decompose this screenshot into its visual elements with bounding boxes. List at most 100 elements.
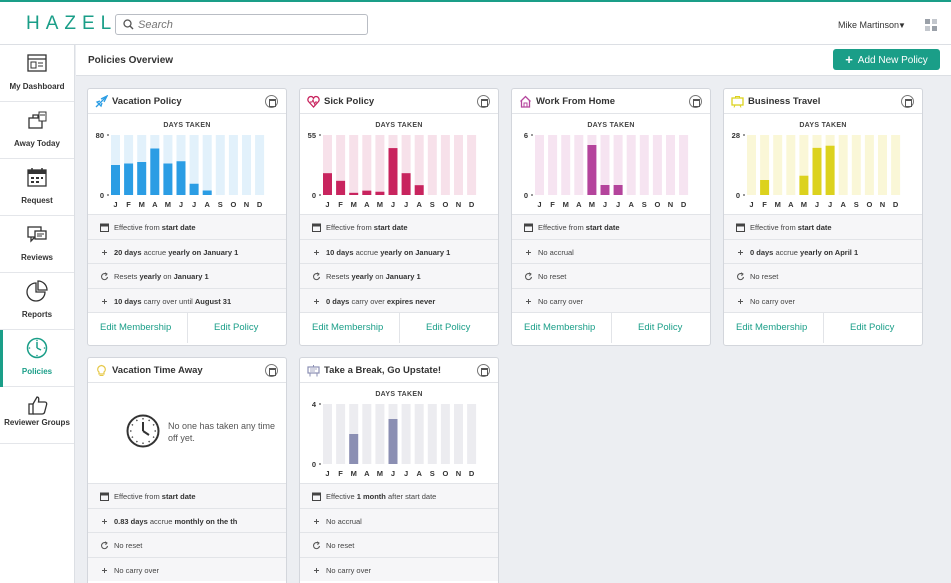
edit-policy-button[interactable]: Edit Policy: [638, 322, 683, 333]
policy-detail-text: 0 days accrue yearly on April 1: [750, 248, 858, 257]
sidebar-item-reviews[interactable]: Reviews: [0, 216, 74, 273]
policy-detail-text: No carry over: [326, 566, 371, 575]
house-icon: [520, 95, 531, 108]
policy-detail-row: 0 days accrue yearly on April 1: [724, 238, 922, 263]
bar-3[interactable]: [362, 190, 372, 195]
bar-background: [786, 135, 796, 195]
bar-2[interactable]: [137, 162, 147, 195]
policy-card-header: Vacation Time Away: [88, 358, 286, 383]
bar-background: [864, 135, 874, 195]
edit-membership-button[interactable]: Edit Membership: [736, 322, 808, 333]
detail-text: Effective from: [538, 223, 586, 232]
bar-1[interactable]: [760, 180, 770, 195]
bar-6[interactable]: [401, 173, 411, 195]
trash-icon[interactable]: [901, 95, 914, 108]
month-label: A: [364, 200, 370, 209]
month-label: J: [391, 469, 395, 478]
app-logo[interactable]: HAZEL: [26, 13, 118, 34]
edit-policy-button[interactable]: Edit Policy: [426, 322, 471, 333]
bar-6[interactable]: [825, 145, 835, 195]
bar-4[interactable]: [799, 175, 809, 195]
edit-policy-button[interactable]: Edit Policy: [850, 322, 895, 333]
month-label: J: [537, 200, 541, 209]
calendar-icon: [100, 492, 109, 501]
bar-background: [336, 135, 346, 195]
y-axis-max-label: 6: [524, 131, 528, 140]
bar-background: [851, 135, 861, 195]
add-new-policy-button[interactable]: + Add New Policy: [833, 49, 940, 70]
edit-membership-button[interactable]: Edit Membership: [524, 322, 596, 333]
detail-text: carry over: [349, 296, 387, 306]
bar-4[interactable]: [375, 191, 385, 195]
month-label: A: [416, 200, 422, 209]
bar-5[interactable]: [388, 148, 398, 195]
policy-detail-text: 20 days accrue yearly on January 1: [114, 248, 238, 257]
bar-3[interactable]: [150, 148, 160, 196]
bar-6[interactable]: [613, 185, 623, 195]
month-label: D: [257, 200, 263, 209]
bar-6[interactable]: [189, 183, 199, 195]
bar-7[interactable]: [202, 190, 212, 196]
chart-title: DAYS TAKEN: [163, 122, 211, 129]
sidebar-item-request[interactable]: Request: [0, 159, 74, 216]
detail-emphasis: January 1: [385, 272, 421, 281]
bar-5[interactable]: [600, 185, 610, 195]
edit-membership-button[interactable]: Edit Membership: [100, 322, 172, 333]
app-switcher-icon[interactable]: [925, 19, 937, 31]
trash-icon[interactable]: [265, 364, 278, 377]
bar-4[interactable]: [587, 145, 597, 195]
bar-background: [454, 404, 463, 464]
bar-0[interactable]: [111, 165, 120, 195]
bar-background: [401, 135, 411, 195]
bar-background: [535, 135, 544, 195]
bar-5[interactable]: [812, 147, 822, 195]
sidebar-item-label: Request: [21, 196, 53, 205]
sidebar-item-reviewer-groups[interactable]: Reviewer Groups: [0, 387, 74, 444]
trash-icon[interactable]: [477, 364, 490, 377]
bar-background: [454, 135, 463, 195]
detail-text: accrue: [141, 247, 169, 257]
bar-1[interactable]: [124, 163, 134, 196]
month-label: A: [204, 200, 210, 209]
sidebar-item-policies[interactable]: Policies: [0, 330, 74, 387]
bar-2[interactable]: [349, 434, 359, 464]
detail-text: Resets: [326, 272, 352, 281]
chart-title: DAYS TAKEN: [587, 122, 635, 129]
detail-text: accrue: [147, 516, 175, 526]
policy-detail-row: No reset: [512, 263, 710, 288]
sidebar-item-reports[interactable]: Reports: [0, 273, 74, 330]
bar-5[interactable]: [176, 161, 186, 195]
bar-1[interactable]: [336, 180, 346, 195]
month-label: J: [603, 200, 607, 209]
chart-title: DAYS TAKEN: [375, 122, 423, 129]
month-label: F: [550, 200, 555, 209]
bar-4[interactable]: [163, 163, 173, 196]
user-name[interactable]: Mike Martinson: [838, 20, 900, 30]
policy-detail-text: 0 days carry over expires never: [326, 297, 435, 306]
sidebar-item-label: Policies: [21, 367, 53, 376]
sidebar-item-my-dashboard[interactable]: My Dashboard: [0, 45, 74, 102]
bar-background: [189, 135, 199, 195]
policy-detail-row: No reset: [724, 263, 922, 288]
trash-icon[interactable]: [477, 95, 490, 108]
bar-background: [891, 135, 901, 195]
trash-icon[interactable]: [689, 95, 702, 108]
bar-7[interactable]: [414, 185, 424, 195]
bar-5[interactable]: [388, 419, 398, 464]
edit-policy-button[interactable]: Edit Policy: [214, 322, 259, 333]
bar-background: [336, 404, 346, 464]
bar-2[interactable]: [349, 192, 359, 195]
trash-icon[interactable]: [265, 95, 278, 108]
month-label: J: [616, 200, 620, 209]
search-input[interactable]: [138, 17, 358, 32]
y-axis-max-label: 55: [308, 131, 316, 140]
month-label: J: [391, 200, 395, 209]
search-box[interactable]: [115, 14, 368, 35]
bar-0[interactable]: [323, 173, 332, 195]
policy-detail-row: Effective from start date: [88, 214, 286, 239]
detail-text: Effective from: [750, 223, 798, 232]
sidebar-item-away-today[interactable]: Away Today: [0, 102, 74, 159]
chevron-down-icon[interactable]: ▼: [898, 21, 906, 30]
edit-membership-button[interactable]: Edit Membership: [312, 322, 384, 333]
plus-icon: +: [845, 52, 853, 67]
